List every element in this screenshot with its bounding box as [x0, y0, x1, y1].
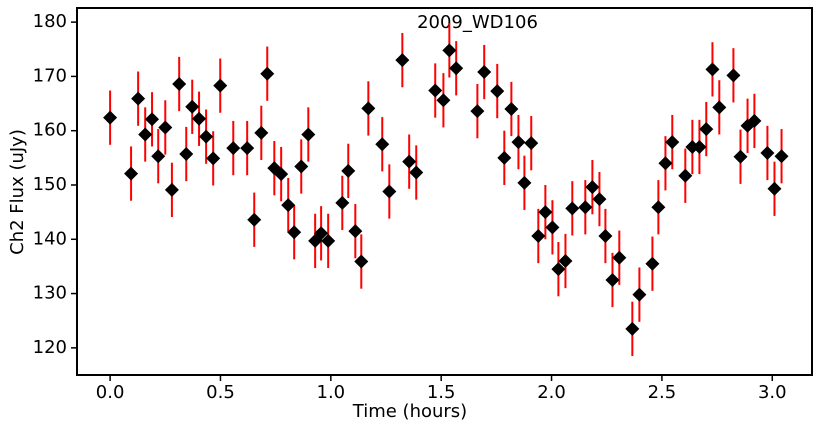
y-tick-label: 170 [33, 65, 67, 86]
point [665, 135, 680, 150]
point [712, 100, 727, 115]
point [361, 101, 376, 116]
point [199, 129, 214, 144]
point [428, 83, 443, 98]
point [612, 250, 627, 265]
point [699, 122, 714, 137]
point [314, 226, 329, 241]
x-tick-label: 2.5 [648, 382, 677, 403]
point [733, 149, 748, 164]
point [578, 200, 593, 215]
point [274, 167, 289, 182]
point [179, 147, 194, 162]
chart-title: 2009_WD106 [417, 12, 538, 33]
point [335, 195, 350, 210]
point [565, 201, 580, 216]
point [213, 78, 228, 93]
point [192, 111, 207, 126]
x-tick-label: 1.5 [427, 382, 456, 403]
point [240, 141, 255, 156]
y-tick-label: 160 [33, 120, 67, 141]
y-tick-label: 150 [33, 174, 67, 195]
point [517, 175, 532, 190]
point [497, 150, 512, 165]
point [158, 120, 173, 135]
point [726, 68, 741, 83]
y-tick-label: 140 [33, 228, 67, 249]
point [685, 139, 700, 154]
y-tick-label: 180 [33, 11, 67, 32]
point [382, 184, 397, 199]
point [545, 220, 560, 235]
point [402, 154, 417, 169]
point [206, 151, 221, 166]
point [470, 104, 485, 119]
point [705, 62, 720, 77]
point [442, 43, 457, 58]
point [504, 101, 519, 116]
point [605, 272, 620, 287]
point [774, 149, 789, 164]
point [247, 212, 262, 227]
x-tick-label: 0.0 [96, 382, 125, 403]
point [287, 225, 302, 240]
point [436, 93, 451, 108]
y-tick-label: 130 [33, 283, 67, 304]
point [645, 256, 660, 271]
point [585, 180, 600, 195]
point [651, 200, 666, 215]
point [103, 110, 118, 125]
point [281, 198, 296, 213]
point [511, 135, 526, 150]
point [164, 182, 179, 197]
x-tick-label: 3.0 [758, 382, 787, 403]
point [767, 181, 782, 196]
point [151, 149, 166, 164]
point [747, 113, 762, 128]
point [678, 168, 693, 183]
point [354, 254, 369, 269]
point [524, 136, 539, 151]
point [145, 112, 160, 127]
point [632, 287, 647, 302]
point [138, 127, 153, 142]
point [226, 141, 241, 156]
x-tick-label: 0.5 [206, 382, 235, 403]
point [592, 192, 607, 207]
point [301, 127, 316, 142]
point [658, 156, 673, 171]
point [551, 262, 566, 277]
y-tick-label: 120 [33, 337, 67, 358]
point [321, 233, 336, 248]
point [124, 166, 139, 181]
point [260, 66, 275, 81]
x-tick-label: 2.0 [537, 382, 566, 403]
point [375, 137, 390, 152]
point [254, 125, 269, 140]
plot-frame [76, 7, 813, 376]
point [395, 53, 410, 68]
point [294, 159, 309, 174]
point [760, 145, 775, 160]
point [172, 77, 187, 92]
point [185, 99, 200, 114]
point [449, 61, 464, 76]
point [531, 229, 546, 244]
x-axis-label: Time (hours) [352, 401, 467, 422]
point [131, 91, 146, 106]
x-tick-label: 1.0 [317, 382, 346, 403]
point [692, 139, 707, 154]
point [558, 253, 573, 268]
point [341, 163, 356, 178]
y-axis-label: Ch2 Flux (uJy) [7, 129, 28, 255]
point [477, 65, 492, 80]
point [625, 321, 640, 336]
point [538, 205, 553, 220]
point [409, 165, 424, 180]
point [598, 229, 613, 244]
point [490, 84, 505, 99]
point [348, 224, 363, 239]
